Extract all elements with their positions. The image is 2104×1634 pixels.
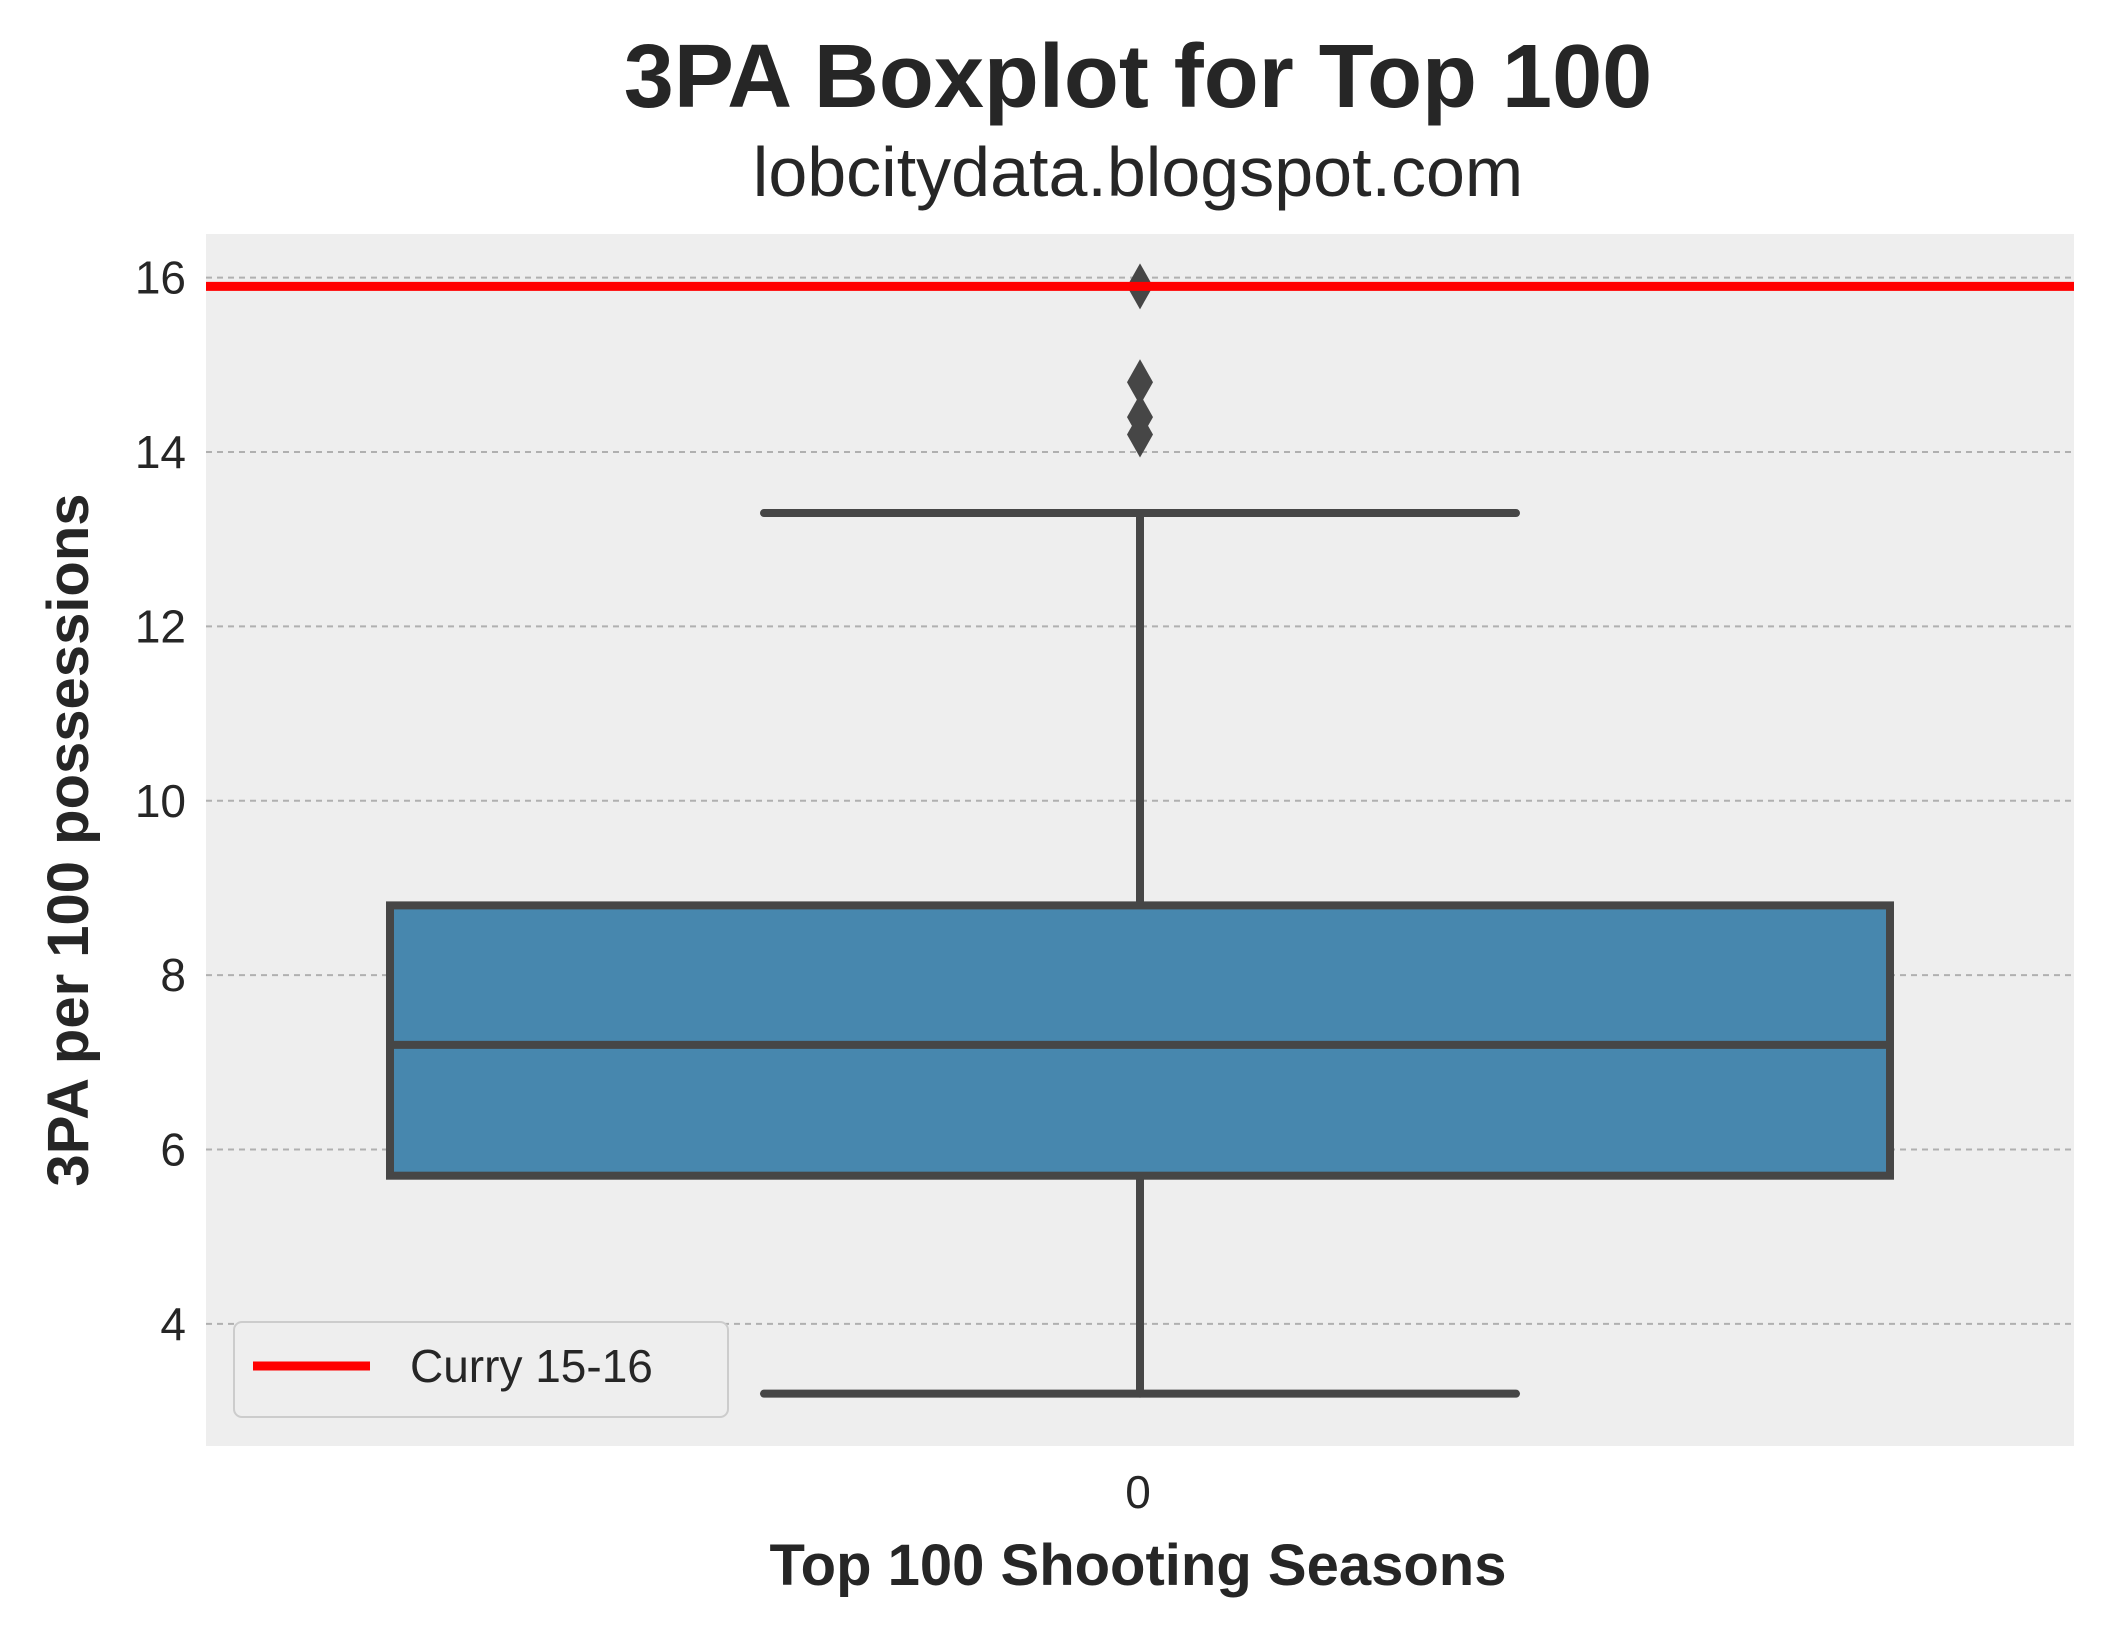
y-tick-label-12: 12 [135, 600, 186, 652]
y-tick-label-10: 10 [135, 775, 186, 827]
outlier-point-2 [1127, 359, 1153, 406]
y-tick-label-16: 16 [135, 252, 186, 304]
legend: Curry 15-16 [233, 1321, 729, 1418]
outlier-point-1 [1127, 394, 1153, 441]
x-tick-label: 0 [1125, 1466, 1151, 1518]
outlier-points [1127, 263, 1153, 458]
interquartile-box [386, 901, 1894, 1180]
y-tick-label-14: 14 [135, 426, 186, 478]
y-axis-label: 3PA per 100 possessions [36, 493, 101, 1186]
y-tick-label-6: 6 [160, 1124, 186, 1176]
y-tick-labels: 4 6 8 10 12 14 16 [135, 252, 186, 1350]
y-tick-label-4: 4 [160, 1298, 186, 1350]
legend-entry-curry: Curry 15-16 [410, 1340, 653, 1392]
x-axis-label: Top 100 Shooting Seasons [770, 1533, 1507, 1598]
chart-title: 3PA Boxplot for Top 100 [624, 27, 1652, 127]
y-tick-label-8: 8 [160, 949, 186, 1001]
chart-subtitle: lobcitydata.blogspot.com [753, 133, 1523, 211]
box-group [386, 509, 1894, 1398]
legend-frame [233, 1321, 729, 1418]
